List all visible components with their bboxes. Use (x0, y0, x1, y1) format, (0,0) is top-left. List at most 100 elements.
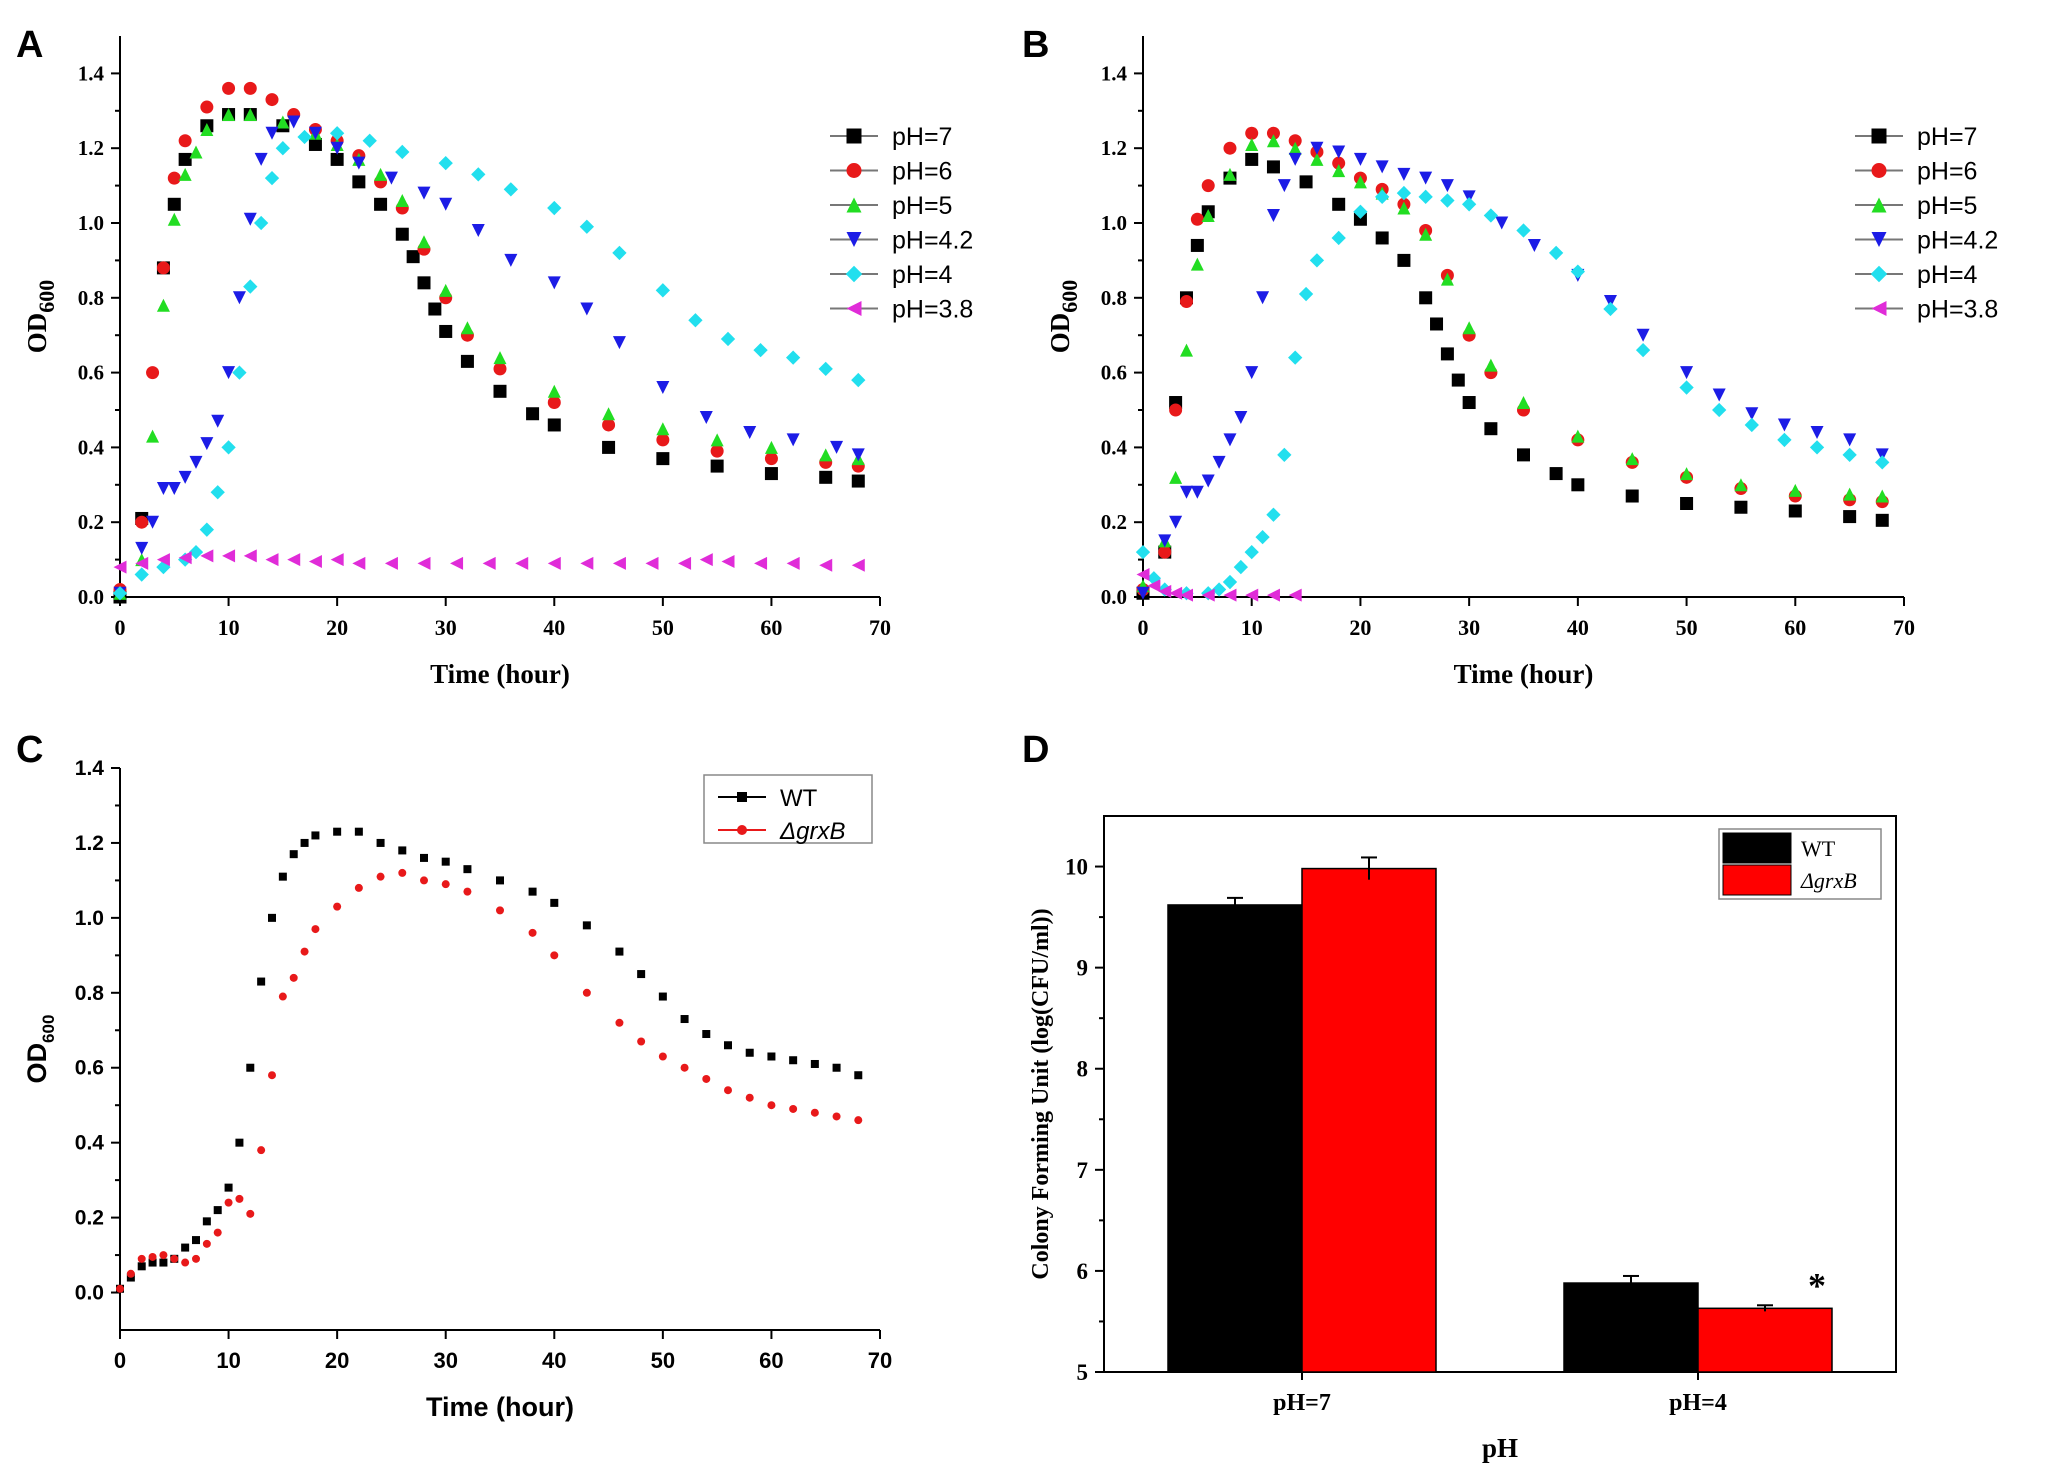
data-point (1158, 584, 1172, 598)
data-point (496, 906, 504, 915)
data-point (1843, 487, 1857, 501)
data-point (1190, 212, 1204, 226)
data-point (213, 1206, 222, 1215)
legend-marker (1871, 232, 1887, 247)
data-point (268, 913, 276, 922)
data-point (785, 350, 801, 365)
data-point (287, 553, 301, 567)
data-point (1517, 396, 1530, 410)
data-point (656, 433, 670, 447)
data-point (1495, 216, 1509, 230)
data-point (851, 448, 865, 462)
data-point (199, 522, 215, 537)
x-tick-label: 0 (1138, 615, 1149, 640)
legend-label: pH=7 (892, 123, 952, 151)
data-point (1245, 137, 1259, 151)
data-point (460, 321, 474, 335)
y-tick-label: 0.8 (1101, 286, 1127, 310)
data-point (222, 549, 236, 563)
y-tick-label: 0.8 (78, 286, 104, 310)
data-point (265, 553, 279, 567)
data-point (1527, 238, 1541, 252)
data-point (710, 444, 724, 458)
data-point (645, 556, 659, 570)
data-point (720, 331, 736, 347)
data-point (582, 921, 591, 930)
data-point (1234, 410, 1248, 424)
data-point (851, 474, 865, 488)
data-point (1190, 238, 1204, 252)
data-point (308, 554, 322, 568)
data-point (126, 1269, 135, 1278)
data-point (493, 362, 507, 376)
data-point (116, 1284, 124, 1293)
data-point (188, 544, 204, 560)
data-point (547, 384, 561, 398)
data-point (417, 235, 431, 249)
data-point (1461, 197, 1477, 212)
data-point (854, 1071, 863, 1080)
data-point (200, 123, 214, 136)
data-point (463, 887, 472, 896)
y-tick-label: 1.4 (1101, 61, 1128, 85)
legend-label: pH=3.8 (1917, 296, 1998, 324)
panel-label-c: C (16, 729, 43, 771)
panel-label-b: B (1022, 24, 1049, 66)
data-point (265, 126, 279, 140)
data-point (243, 81, 257, 95)
data-point (678, 556, 692, 570)
data-point (1332, 197, 1346, 211)
data-point (1223, 167, 1237, 181)
data-point (471, 223, 485, 237)
data-point (1734, 500, 1748, 514)
data-point (406, 250, 420, 264)
data-point (819, 448, 833, 462)
data-point (699, 410, 713, 424)
data-point (482, 556, 496, 570)
y-axis-label: Colony Forming Unit (log(CFU/ml)) (1028, 908, 1054, 1279)
data-point (1245, 152, 1259, 166)
data-point (1419, 171, 1433, 185)
data-point (156, 261, 170, 275)
data-point (1222, 574, 1238, 590)
significance-marker: * (1808, 1265, 1826, 1305)
series-pH=4 (112, 126, 866, 601)
legend-marker (845, 265, 863, 283)
data-point (1201, 474, 1215, 488)
data-point (550, 898, 559, 907)
y-tick-label: 0.4 (78, 435, 105, 459)
data-point (167, 197, 181, 211)
x-tick-label: 30 (433, 1348, 457, 1373)
data-point (333, 827, 342, 836)
data-point (656, 422, 670, 436)
data-point (439, 283, 453, 297)
x-axis-label: Time (hour) (426, 1392, 574, 1422)
data-point (1875, 455, 1890, 470)
y-tick-label: 9 (1077, 956, 1089, 981)
data-point (1310, 141, 1324, 155)
data-point (637, 970, 646, 979)
data-point (764, 440, 778, 454)
data-point (1190, 257, 1204, 271)
data-point (211, 414, 225, 428)
data-point (417, 556, 431, 570)
data-point (1353, 204, 1368, 219)
data-point (1135, 544, 1151, 560)
y-tick-label: 0.6 (78, 361, 104, 385)
data-point (135, 515, 149, 529)
data-point (819, 470, 833, 484)
x-tick-label: pH=7 (1273, 1390, 1331, 1416)
data-point (189, 145, 203, 159)
data-point (1309, 253, 1325, 268)
data-point (1288, 152, 1302, 166)
data-point (547, 396, 561, 410)
data-point (235, 1194, 244, 1203)
data-point (148, 1252, 157, 1261)
data-point (493, 351, 507, 365)
axes: 0 10 20 30 40 50 60 70 0.0 0.2 0.4 0.6 0.8 1.0 1.2 1.4 T… (22, 36, 891, 689)
data-point (167, 171, 181, 185)
data-point (1440, 347, 1454, 361)
x-axis-label: pH (1482, 1433, 1518, 1463)
data-point (1712, 402, 1727, 418)
